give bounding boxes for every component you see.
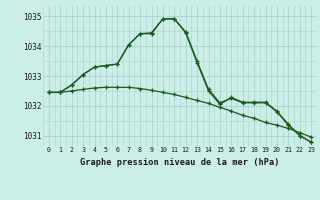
X-axis label: Graphe pression niveau de la mer (hPa): Graphe pression niveau de la mer (hPa) <box>80 158 280 167</box>
